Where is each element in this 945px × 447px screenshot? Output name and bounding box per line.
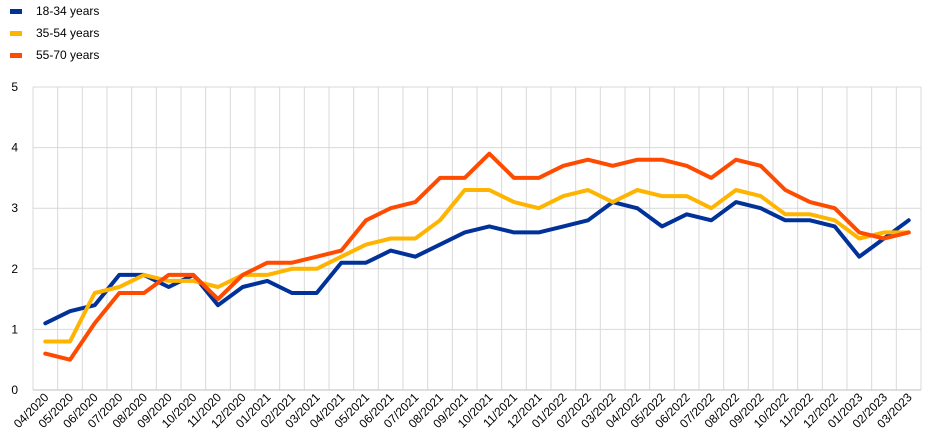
grid-layer (32, 86, 922, 390)
y-tick-label: 3 (11, 201, 18, 215)
legend-swatch (10, 30, 22, 36)
y-tick-label: 1 (11, 322, 18, 336)
legend-item: 18-34 years (10, 0, 99, 22)
legend-item: 35-54 years (10, 22, 99, 44)
y-tick-label: 5 (11, 80, 18, 94)
legend-label: 35-54 years (36, 26, 100, 40)
series-line (43, 151, 911, 362)
y-tick-label: 4 (11, 141, 18, 155)
series-layer (43, 151, 911, 362)
series-line (43, 188, 911, 344)
legend-item: 55-70 years (10, 44, 99, 66)
legend-swatch (10, 8, 22, 14)
legend-swatch (10, 52, 22, 58)
legend-label: 18-34 years (36, 4, 100, 18)
y-tick-label: 0 (11, 383, 18, 397)
series-line (43, 200, 911, 326)
legend-label: 55-70 years (36, 48, 100, 62)
chart-legend: 18-34 years 35-54 years 55-70 years (10, 0, 99, 66)
label-layer: 01234504/202005/202006/202007/202008/202… (11, 80, 915, 431)
y-tick-label: 2 (11, 262, 18, 276)
